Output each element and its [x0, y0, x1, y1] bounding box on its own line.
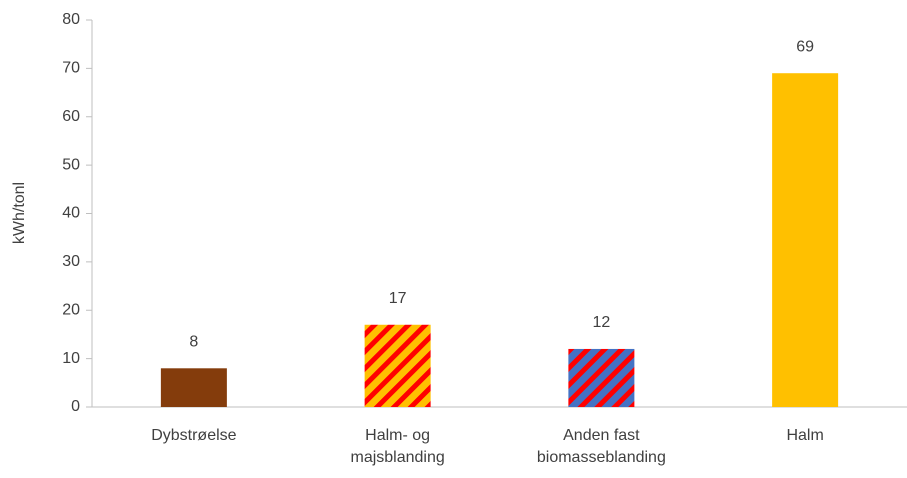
x-tick-label: Halm- og majsblanding: [350, 427, 445, 466]
y-tick-label: 30: [62, 253, 80, 270]
x-tick-label: Anden fast biomasseblanding: [536, 427, 666, 466]
value-label: 69: [796, 38, 814, 55]
y-tick-label: 40: [62, 205, 80, 222]
x-tick-label-box: Anden fast biomasseblanding: [536, 427, 666, 466]
x-tick-label: Halm: [786, 427, 824, 444]
value-label: 8: [189, 334, 198, 351]
y-tick-label: 60: [62, 108, 80, 125]
bar: [568, 348, 635, 407]
y-tick-label: 0: [71, 398, 80, 415]
bar: [160, 368, 227, 407]
y-tick-label: 50: [62, 156, 80, 173]
bar: [364, 324, 431, 407]
x-tick-label-box: Dybstrøelse: [151, 427, 237, 444]
value-label: 12: [592, 314, 610, 331]
y-tick-label: 10: [62, 350, 80, 367]
x-tick-label: Dybstrøelse: [151, 427, 237, 444]
x-tick-label-box: Halm: [786, 427, 824, 444]
bar: [772, 73, 839, 408]
value-label: 17: [389, 290, 407, 307]
y-tick-label: 20: [62, 301, 80, 318]
y-tick-label: 80: [62, 11, 80, 28]
y-tick-label: 70: [62, 60, 80, 77]
x-tick-label-box: Halm- og majsblanding: [350, 427, 445, 466]
y-axis-label: kWh/tonl: [11, 182, 28, 244]
